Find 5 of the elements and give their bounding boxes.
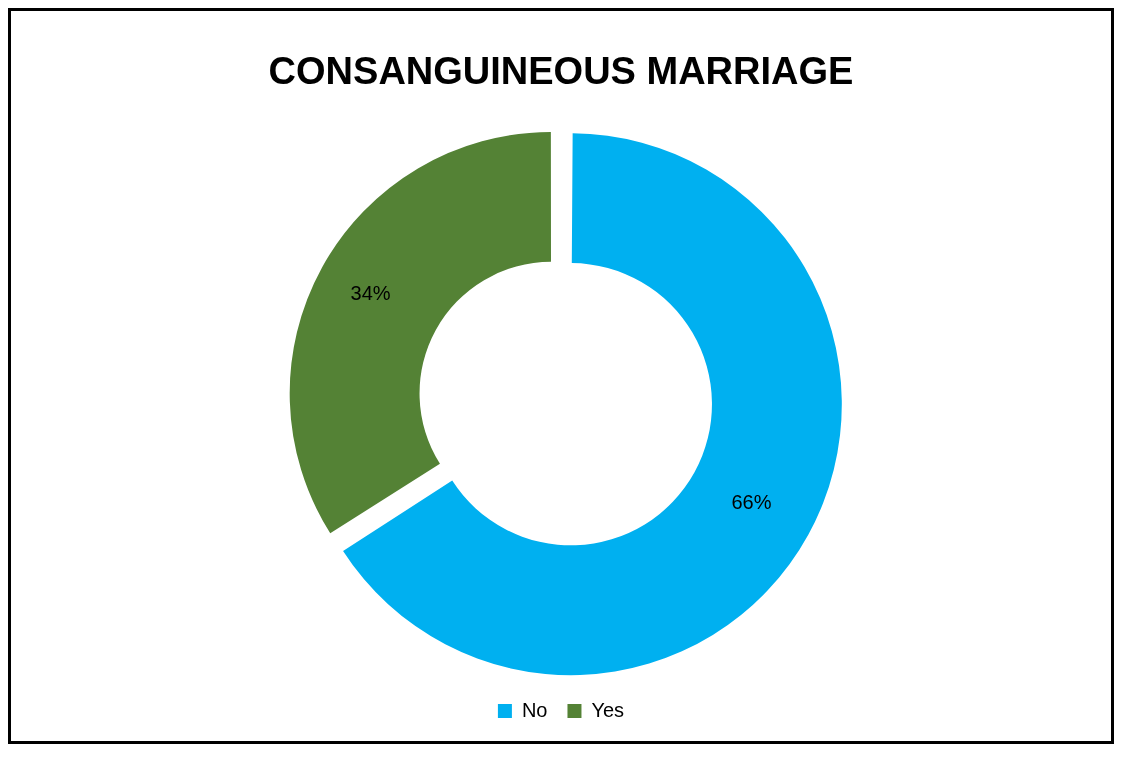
chart-title: CONSANGUINEOUS MARRIAGE <box>268 50 854 93</box>
legend-label: Yes <box>591 698 625 721</box>
legend-label: No <box>521 698 548 721</box>
data-label: 34% <box>350 281 391 304</box>
data-label: 66% <box>731 490 772 513</box>
